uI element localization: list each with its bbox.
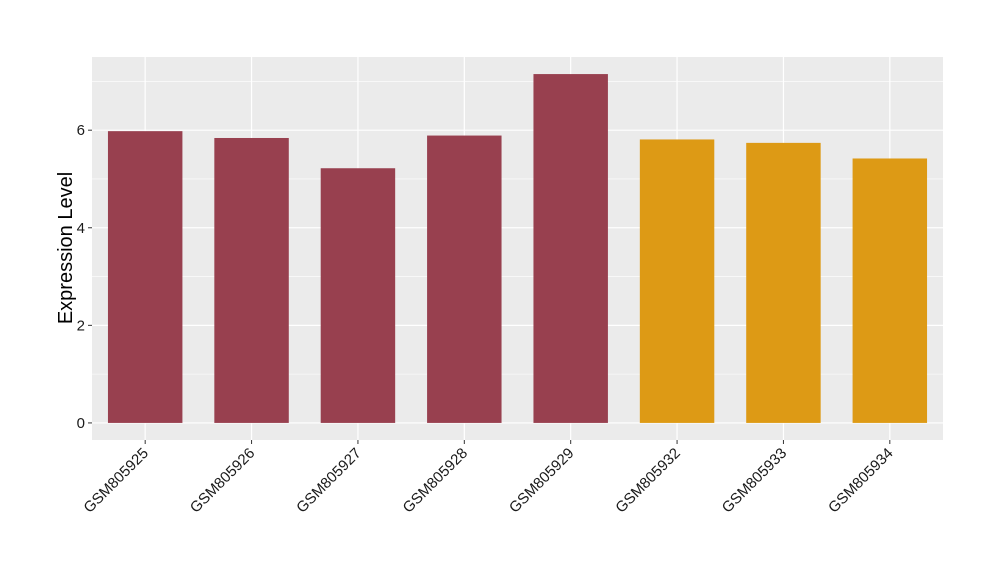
- bar-gsm805928: [427, 135, 502, 423]
- x-tick-label: GSM805929: [506, 445, 578, 517]
- bar-gsm805927: [320, 168, 396, 423]
- x-tick-label: GSM805926: [187, 445, 259, 517]
- y-tick-label: 2: [77, 317, 85, 334]
- bar-gsm805929: [533, 74, 608, 423]
- bars: [107, 74, 928, 423]
- bar-gsm805933: [746, 142, 821, 423]
- x-tick-label: GSM805925: [80, 445, 152, 517]
- x-axis: GSM805925 GSM805926 GSM805927 GSM805928 GSM8…: [80, 440, 897, 517]
- y-axis-title: Expression Level: [55, 172, 77, 324]
- x-tick-label: GSM805932: [612, 445, 684, 517]
- bar-gsm805934: [852, 158, 928, 423]
- x-tick-label: GSM805934: [825, 445, 897, 517]
- x-tick-label: GSM805933: [719, 445, 791, 517]
- x-tick-label: GSM805928: [400, 445, 472, 517]
- bar-gsm805926: [214, 137, 289, 423]
- y-axis: 0 2 4 6: [77, 122, 92, 432]
- y-tick-label: 0: [77, 415, 85, 432]
- bar-gsm805925: [107, 131, 183, 423]
- y-tick-label: 6: [77, 122, 85, 139]
- x-tick-label: GSM805927: [293, 445, 365, 517]
- bar-gsm805932: [639, 139, 715, 423]
- y-tick-label: 4: [77, 220, 85, 237]
